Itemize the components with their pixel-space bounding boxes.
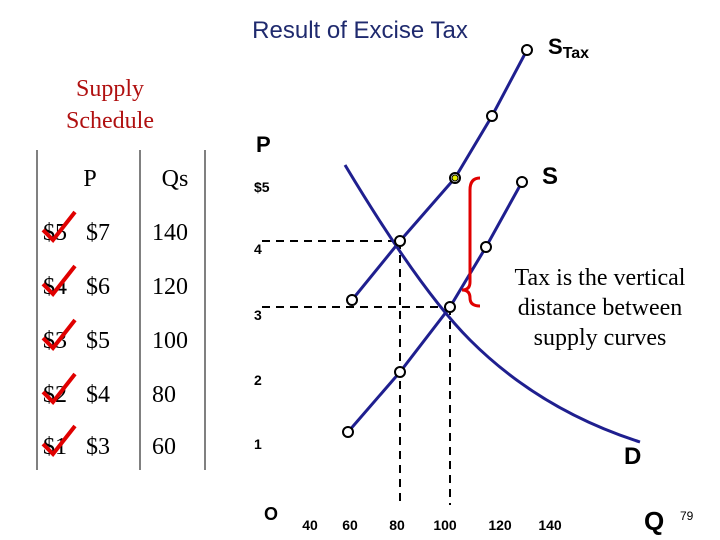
- y-tick-label: 2: [254, 372, 262, 388]
- tax-supply-main: S: [548, 34, 563, 59]
- new-price: $7: [86, 220, 110, 246]
- tax-supply-label: STax: [548, 34, 589, 62]
- demand-label: D: [624, 443, 641, 470]
- tax-brace: [461, 176, 481, 308]
- slide-title: Result of Excise Tax: [252, 17, 468, 44]
- x-tick-label: 40: [302, 517, 318, 533]
- quantity: 140: [152, 220, 188, 246]
- supply-label: S: [542, 163, 558, 190]
- y-tick-label: 1: [254, 436, 262, 452]
- curves: [343, 49, 641, 444]
- schedule-title: Schedule: [66, 108, 154, 134]
- strike-check: [41, 372, 77, 406]
- x-tick-label: 80: [389, 517, 405, 533]
- quantity: 120: [152, 274, 188, 300]
- quantity: 80: [152, 382, 176, 408]
- y-axis-label: P: [256, 132, 271, 157]
- schedule-title: Supply: [76, 76, 144, 102]
- point-highlight: [451, 174, 459, 182]
- x-tick-label: 100: [433, 517, 457, 533]
- table-header: Qs: [162, 166, 189, 192]
- strike-check: [41, 210, 77, 244]
- points: [342, 44, 533, 438]
- tax-supply-sub: Tax: [563, 45, 589, 62]
- y-tick-label: 3: [254, 307, 262, 323]
- new-price: $6: [86, 274, 110, 300]
- quantity: 60: [152, 434, 176, 460]
- annotation: distance between: [518, 295, 683, 321]
- y-tick-label: $5: [254, 179, 270, 195]
- x-tick-label: 60: [342, 517, 358, 533]
- annotation: Tax is the vertical: [515, 265, 686, 291]
- x-tick-label: 120: [488, 517, 512, 533]
- new-price: $4: [86, 382, 110, 408]
- x-axis-label: Q: [644, 506, 664, 536]
- origin-label: O: [264, 504, 278, 524]
- x-tick-label: 140: [538, 517, 562, 533]
- annotation: supply curves: [534, 325, 667, 351]
- new-price: $3: [86, 434, 110, 460]
- table-lines: [36, 150, 206, 470]
- quantity: 100: [152, 328, 188, 354]
- y-tick-label: 4: [254, 241, 262, 257]
- strike-check: [41, 424, 77, 458]
- strike-check: [41, 264, 77, 298]
- new-price: $5: [86, 328, 110, 354]
- strike-check: [41, 318, 77, 352]
- page-number: 79: [680, 509, 694, 523]
- table-header: P: [83, 166, 96, 192]
